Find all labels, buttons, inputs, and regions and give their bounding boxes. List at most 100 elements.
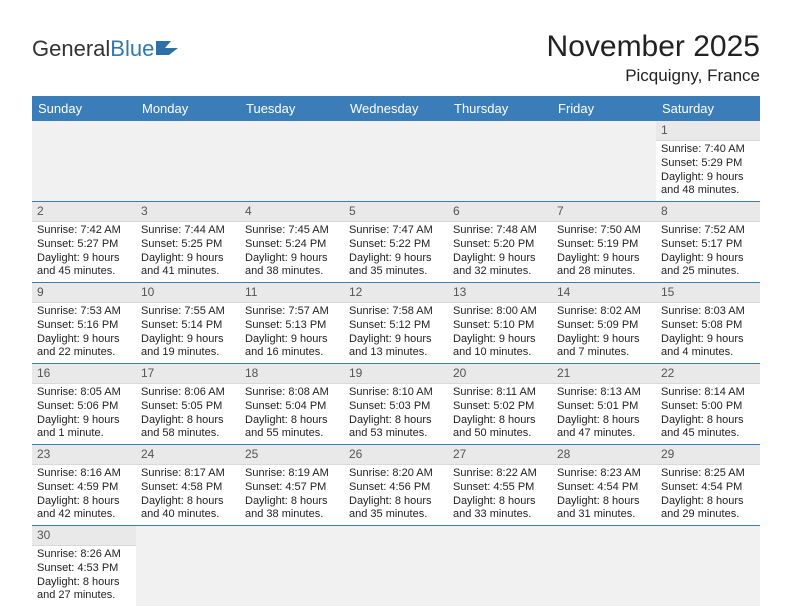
day-number: 25: [240, 445, 344, 465]
day-content: Sunrise: 8:00 AMSunset: 5:10 PMDaylight:…: [448, 303, 552, 363]
day-number: 22: [656, 364, 760, 384]
daylight-text: Daylight: 9 hours and 41 minutes.: [141, 252, 235, 280]
day-content: Sunrise: 8:20 AMSunset: 4:56 PMDaylight:…: [344, 465, 448, 525]
day-number: 5: [344, 202, 448, 222]
day-number: 26: [344, 445, 448, 465]
day-content: Sunrise: 8:25 AMSunset: 4:54 PMDaylight:…: [656, 465, 760, 525]
sunrise-text: Sunrise: 7:48 AM: [453, 224, 547, 238]
day-content: Sunrise: 8:23 AMSunset: 4:54 PMDaylight:…: [552, 465, 656, 525]
day-content: Sunrise: 8:02 AMSunset: 5:09 PMDaylight:…: [552, 303, 656, 363]
sunrise-text: Sunrise: 8:19 AM: [245, 467, 339, 481]
daylight-text: Daylight: 9 hours and 10 minutes.: [453, 333, 547, 361]
calendar-cell: 22Sunrise: 8:14 AMSunset: 5:00 PMDayligh…: [656, 364, 760, 445]
calendar-row: 9Sunrise: 7:53 AMSunset: 5:16 PMDaylight…: [32, 283, 760, 364]
sunset-text: Sunset: 4:58 PM: [141, 481, 235, 495]
day-number: 23: [32, 445, 136, 465]
calendar-cell: 8Sunrise: 7:52 AMSunset: 5:17 PMDaylight…: [656, 202, 760, 283]
day-number: 30: [32, 526, 136, 546]
sunset-text: Sunset: 5:04 PM: [245, 400, 339, 414]
calendar-cell: 27Sunrise: 8:22 AMSunset: 4:55 PMDayligh…: [448, 445, 552, 526]
day-header: Saturday: [656, 96, 760, 121]
sunrise-text: Sunrise: 8:08 AM: [245, 386, 339, 400]
day-content: Sunrise: 8:26 AMSunset: 4:53 PMDaylight:…: [32, 546, 136, 606]
calendar-cell: ..: [448, 526, 552, 607]
calendar-cell: ..: [240, 526, 344, 607]
day-number: 6: [448, 202, 552, 222]
daylight-text: Daylight: 8 hours and 47 minutes.: [557, 414, 651, 442]
sunrise-text: Sunrise: 8:00 AM: [453, 305, 547, 319]
day-number: 28: [552, 445, 656, 465]
day-number: 17: [136, 364, 240, 384]
day-content: Sunrise: 7:42 AMSunset: 5:27 PMDaylight:…: [32, 222, 136, 282]
daylight-text: Daylight: 8 hours and 31 minutes.: [557, 495, 651, 523]
logo-text-blue: Blue: [110, 36, 154, 62]
daylight-text: Daylight: 8 hours and 40 minutes.: [141, 495, 235, 523]
day-header: Friday: [552, 96, 656, 121]
calendar-cell: 7Sunrise: 7:50 AMSunset: 5:19 PMDaylight…: [552, 202, 656, 283]
daylight-text: Daylight: 9 hours and 16 minutes.: [245, 333, 339, 361]
sunrise-text: Sunrise: 8:10 AM: [349, 386, 443, 400]
sunrise-text: Sunrise: 8:26 AM: [37, 548, 131, 562]
sunset-text: Sunset: 5:10 PM: [453, 319, 547, 333]
day-content: Sunrise: 7:40 AMSunset: 5:29 PMDaylight:…: [656, 141, 760, 201]
day-content: Sunrise: 8:14 AMSunset: 5:00 PMDaylight:…: [656, 384, 760, 444]
day-number: 20: [448, 364, 552, 384]
day-number: 18: [240, 364, 344, 384]
day-number: 4: [240, 202, 344, 222]
sunset-text: Sunset: 5:08 PM: [661, 319, 755, 333]
calendar-cell: 19Sunrise: 8:10 AMSunset: 5:03 PMDayligh…: [344, 364, 448, 445]
daylight-text: Daylight: 8 hours and 35 minutes.: [349, 495, 443, 523]
title-block: November 2025 Picquigny, France: [547, 30, 760, 86]
daylight-text: Daylight: 9 hours and 7 minutes.: [557, 333, 651, 361]
day-header: Sunday: [32, 96, 136, 121]
day-content: Sunrise: 8:06 AMSunset: 5:05 PMDaylight:…: [136, 384, 240, 444]
daylight-text: Daylight: 8 hours and 42 minutes.: [37, 495, 131, 523]
sunset-text: Sunset: 5:19 PM: [557, 238, 651, 252]
sunset-text: Sunset: 5:06 PM: [37, 400, 131, 414]
sunset-text: Sunset: 4:54 PM: [661, 481, 755, 495]
daylight-text: Daylight: 8 hours and 50 minutes.: [453, 414, 547, 442]
day-number: 7: [552, 202, 656, 222]
calendar-row: 23Sunrise: 8:16 AMSunset: 4:59 PMDayligh…: [32, 445, 760, 526]
sunrise-text: Sunrise: 8:05 AM: [37, 386, 131, 400]
sunset-text: Sunset: 5:03 PM: [349, 400, 443, 414]
sunrise-text: Sunrise: 7:58 AM: [349, 305, 443, 319]
sunrise-text: Sunrise: 7:57 AM: [245, 305, 339, 319]
daylight-text: Daylight: 8 hours and 38 minutes.: [245, 495, 339, 523]
sunset-text: Sunset: 5:13 PM: [245, 319, 339, 333]
daylight-text: Daylight: 9 hours and 4 minutes.: [661, 333, 755, 361]
logo-flag-icon: [156, 36, 182, 62]
daylight-text: Daylight: 9 hours and 45 minutes.: [37, 252, 131, 280]
day-content: Sunrise: 8:10 AMSunset: 5:03 PMDaylight:…: [344, 384, 448, 444]
day-number: 3: [136, 202, 240, 222]
calendar-cell: 17Sunrise: 8:06 AMSunset: 5:05 PMDayligh…: [136, 364, 240, 445]
day-number: 10: [136, 283, 240, 303]
logo: GeneralBlue: [32, 30, 182, 62]
sunrise-text: Sunrise: 8:11 AM: [453, 386, 547, 400]
day-number: 8: [656, 202, 760, 222]
day-number: 2: [32, 202, 136, 222]
calendar-cell: ..: [656, 526, 760, 607]
sunrise-text: Sunrise: 8:22 AM: [453, 467, 547, 481]
day-number: 1: [656, 121, 760, 141]
calendar-cell: 6Sunrise: 7:48 AMSunset: 5:20 PMDaylight…: [448, 202, 552, 283]
calendar-cell: 26Sunrise: 8:20 AMSunset: 4:56 PMDayligh…: [344, 445, 448, 526]
sunrise-text: Sunrise: 8:25 AM: [661, 467, 755, 481]
sunset-text: Sunset: 4:55 PM: [453, 481, 547, 495]
day-content: Sunrise: 7:50 AMSunset: 5:19 PMDaylight:…: [552, 222, 656, 282]
sunrise-text: Sunrise: 7:52 AM: [661, 224, 755, 238]
sunset-text: Sunset: 5:24 PM: [245, 238, 339, 252]
calendar-row: 30Sunrise: 8:26 AMSunset: 4:53 PMDayligh…: [32, 526, 760, 607]
sunrise-text: Sunrise: 8:14 AM: [661, 386, 755, 400]
header: GeneralBlue November 2025 Picquigny, Fra…: [32, 30, 760, 86]
day-number: 13: [448, 283, 552, 303]
day-content: Sunrise: 8:13 AMSunset: 5:01 PMDaylight:…: [552, 384, 656, 444]
logo-text-general: General: [32, 36, 110, 62]
day-number: 9: [32, 283, 136, 303]
day-number: 24: [136, 445, 240, 465]
sunrise-text: Sunrise: 8:20 AM: [349, 467, 443, 481]
day-content: Sunrise: 7:52 AMSunset: 5:17 PMDaylight:…: [656, 222, 760, 282]
day-content: Sunrise: 7:53 AMSunset: 5:16 PMDaylight:…: [32, 303, 136, 363]
calendar-cell: 9Sunrise: 7:53 AMSunset: 5:16 PMDaylight…: [32, 283, 136, 364]
day-content: Sunrise: 7:44 AMSunset: 5:25 PMDaylight:…: [136, 222, 240, 282]
